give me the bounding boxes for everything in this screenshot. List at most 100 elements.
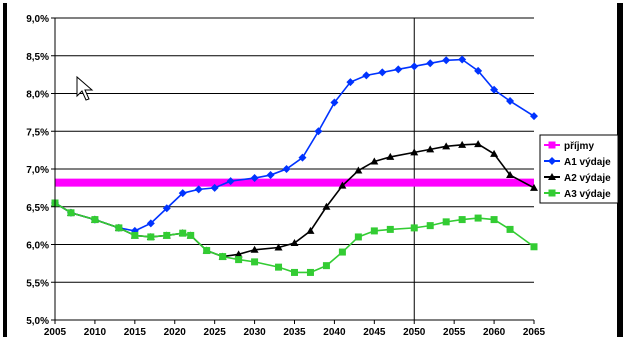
- x-tick-label: 2050: [403, 327, 426, 338]
- legend-marker: [548, 189, 556, 197]
- series-2-point: [394, 65, 403, 74]
- series-2-point: [298, 153, 307, 162]
- series-3-point: [234, 250, 243, 258]
- legend-label: příjmy: [564, 141, 594, 152]
- series-2-point: [210, 183, 219, 192]
- x-tick-label: 2005: [44, 327, 67, 338]
- series-3-point: [506, 171, 515, 179]
- series-3-point: [386, 152, 395, 160]
- y-tick-label: 8,0%: [26, 90, 49, 101]
- series-3-point: [322, 202, 331, 210]
- legend-label: A2 výdaje: [564, 173, 611, 184]
- x-tick-label: 2060: [483, 327, 506, 338]
- series-4-point: [219, 253, 227, 261]
- x-tick-label: 2010: [84, 327, 107, 338]
- series-4-point: [131, 231, 139, 239]
- series-2-point: [506, 97, 515, 106]
- series-4-point: [322, 262, 330, 270]
- series-4-point: [275, 263, 283, 271]
- series-4-point: [506, 225, 514, 233]
- series-4-point: [203, 247, 211, 255]
- series-2-point: [378, 68, 387, 77]
- series-3-point: [290, 238, 299, 246]
- series-4-point: [410, 224, 418, 232]
- series-2-point: [330, 98, 339, 107]
- series-3-point: [530, 183, 538, 191]
- left-edge-bar: [3, 3, 7, 337]
- series-3-point: [410, 148, 419, 156]
- mouse-cursor-icon: [76, 75, 94, 101]
- series-4-point: [442, 218, 450, 226]
- series-3-point: [426, 145, 435, 153]
- series-2-point: [194, 185, 203, 194]
- y-tick-label: 8,5%: [26, 52, 49, 63]
- y-tick-label: 5,5%: [26, 278, 49, 289]
- series-4-point: [179, 229, 187, 237]
- series-2-point: [442, 56, 451, 65]
- series-2-point: [426, 59, 435, 68]
- series-3-point: [490, 149, 499, 157]
- series-2-point: [314, 127, 323, 136]
- series-2-point: [250, 174, 259, 183]
- series-4-point: [426, 222, 434, 230]
- series-3-point: [442, 142, 451, 150]
- series-3-point: [458, 140, 467, 148]
- right-edge-bar: [617, 3, 623, 337]
- series-3-point: [338, 181, 347, 189]
- legend-label: A3 výdaje: [564, 189, 611, 200]
- series-2-point: [226, 177, 235, 186]
- series-2-point: [530, 112, 538, 121]
- series-2-point: [474, 66, 483, 75]
- tick-labels: 5,0% 5,5% 6,0% 6,5% 7,0% 7,5% 8,0% 8,5% 9,0% 2005…: [26, 14, 545, 338]
- series-4-point: [291, 268, 298, 276]
- series-4-point: [306, 268, 314, 276]
- series-2-point: [146, 219, 155, 228]
- legend-marker: [548, 157, 556, 165]
- legend-marker: [548, 141, 556, 149]
- axes: [51, 17, 535, 324]
- x-tick-label: 2035: [283, 327, 306, 338]
- series-2-point: [362, 71, 371, 80]
- legend-label: A1 výdaje: [564, 157, 611, 168]
- series-2-point: [458, 55, 467, 64]
- series-3-point: [250, 245, 259, 253]
- series-2-point: [282, 165, 291, 173]
- x-tick-label: 2040: [323, 327, 346, 338]
- legend-marker: [548, 173, 556, 180]
- series-2-point: [266, 171, 275, 180]
- series-4-point: [458, 216, 466, 224]
- legend: příjmy A1 výdaje A2 výdaje A3 výdaje: [539, 134, 619, 204]
- series-3-point: [474, 140, 483, 148]
- series-2-point: [162, 204, 171, 213]
- series-4-group: [51, 199, 538, 276]
- series-4-point: [115, 224, 123, 232]
- series-4-point: [67, 209, 75, 217]
- y-tick-label: 6,0%: [26, 241, 49, 252]
- y-tick-label: 7,0%: [26, 165, 49, 176]
- series-4-point: [370, 227, 378, 235]
- x-tick-label: 2065: [523, 327, 546, 338]
- series-4-point: [338, 248, 346, 256]
- x-tick-label: 2025: [204, 327, 227, 338]
- x-tick-label: 2045: [363, 327, 386, 338]
- x-tick-label: 2020: [164, 327, 187, 338]
- series-4-point: [187, 231, 195, 239]
- series-3-point: [370, 157, 379, 165]
- series-4-point: [251, 258, 259, 266]
- series-4-point: [147, 233, 155, 241]
- series-2-point: [490, 85, 499, 94]
- series-4-point: [354, 233, 362, 241]
- y-tick-label: 7,5%: [26, 127, 49, 138]
- series-2-point: [346, 78, 355, 87]
- series-4-point: [163, 231, 171, 239]
- x-tick-label: 2015: [124, 327, 147, 338]
- series-3-point: [274, 243, 283, 251]
- series-2-point: [178, 189, 187, 198]
- series-4-point: [91, 216, 99, 224]
- series-4-point: [235, 256, 243, 264]
- series-3-point: [306, 226, 315, 234]
- y-tick-label: 5,0%: [26, 316, 49, 327]
